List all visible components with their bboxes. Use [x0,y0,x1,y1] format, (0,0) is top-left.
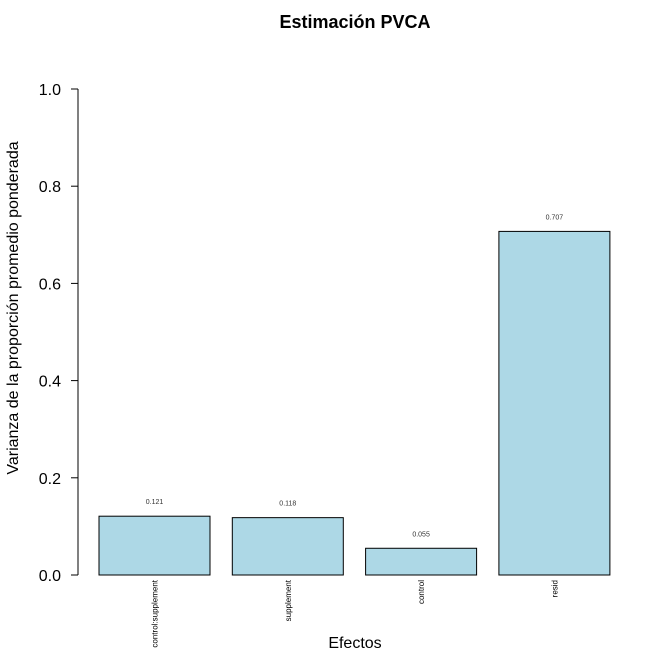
x-tick-label: control [417,580,426,604]
y-tick-label: 1.0 [39,82,61,99]
bars-layer: 0.121 control:supplement 0.118 supplement 0.… [98,214,611,648]
y-tick-label: 0.4 [39,374,61,391]
y-tick-label: 0.6 [39,276,61,293]
x-axis-label: Efectos [328,635,381,652]
bar-value-label: 0.118 [279,501,296,508]
chart-title: Estimación PVCA [279,12,430,32]
y-axis-label: Varianza de la proporción promedio ponde… [5,141,22,474]
y-ticks-layer: 0.0 0.2 0.4 0.6 0.8 1.0 [39,82,78,585]
y-tick-label: 0.8 [39,179,61,196]
bar-supplement [231,517,344,576]
x-tick-label: control:supplement [151,579,160,647]
y-tick-label: 0.2 [39,471,61,488]
bar-control-supplement [98,515,211,576]
x-tick-label: resid [550,580,559,597]
bar-control [365,547,478,576]
bar-resid [498,230,611,576]
bar-value-label: 0.121 [146,499,164,506]
bar-value-label: 0.055 [412,531,430,538]
y-tick-label: 0.0 [39,568,61,585]
x-tick-label: supplement [284,579,293,621]
bar-value-label: 0.707 [546,214,564,221]
